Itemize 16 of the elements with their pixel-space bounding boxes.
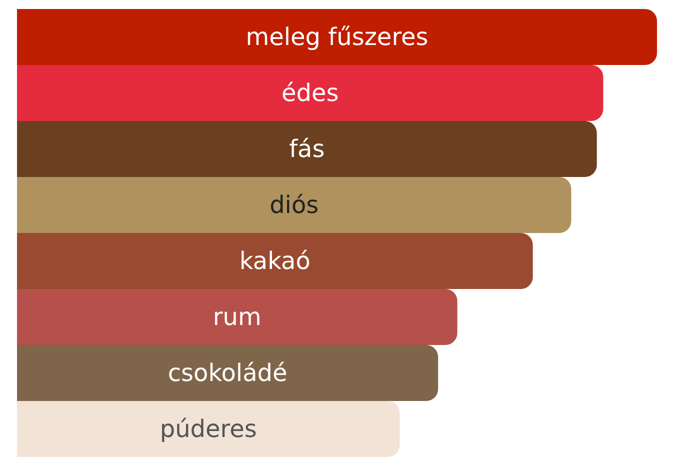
bar <box>17 177 572 233</box>
y-tick-label: csokoládé <box>168 359 288 387</box>
bar <box>17 289 458 345</box>
y-tick-label: kakaó <box>239 247 310 275</box>
y-tick-label: fás <box>289 135 325 163</box>
y-tick-label: diós <box>270 191 319 219</box>
bar <box>17 121 597 177</box>
y-tick-label: púderes <box>160 415 257 443</box>
bar <box>17 9 657 65</box>
y-tick-label: édes <box>281 79 339 107</box>
y-tick-label: meleg fűszeres <box>246 23 428 51</box>
bar <box>17 345 438 401</box>
bar <box>17 65 604 121</box>
bar <box>17 401 400 457</box>
bar <box>17 233 533 289</box>
y-tick-label: rum <box>212 303 262 331</box>
